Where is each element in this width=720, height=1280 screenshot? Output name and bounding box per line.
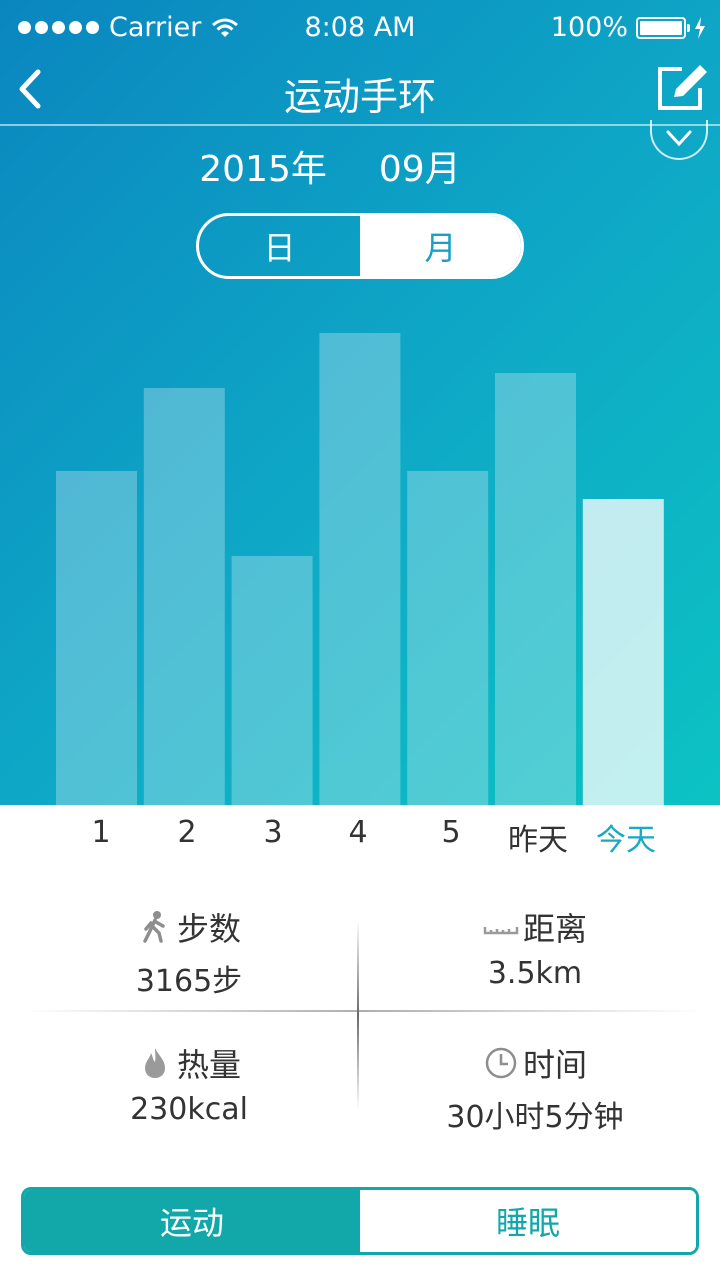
status-bar: Carrier 8:08 AM 100%: [0, 0, 720, 56]
clock-icon: [485, 1047, 517, 1079]
stat-distance: 距离 3.5km: [370, 904, 700, 991]
x-tick-label[interactable]: 3: [263, 815, 283, 850]
chart-bar-4[interactable]: [319, 333, 401, 805]
chart-bar-7[interactable]: [582, 499, 664, 805]
signal-icon: [18, 21, 99, 34]
date-selector[interactable]: 2015年 09月: [0, 140, 720, 192]
tab-sport[interactable]: 运动: [24, 1190, 360, 1252]
nav-divider: [0, 124, 720, 126]
chart-bar-2[interactable]: [143, 388, 225, 805]
flame-icon: [144, 1048, 165, 1078]
edit-button[interactable]: [654, 62, 714, 114]
time-value: 30小时5分钟: [446, 1100, 624, 1135]
chart-bar-3[interactable]: [231, 556, 313, 805]
bottom-tabs: 运动 睡眠: [21, 1187, 699, 1255]
distance-value: 3.5km: [487, 956, 583, 991]
battery-icon: [636, 16, 690, 39]
stat-calories: 热量 230kcal: [24, 1040, 354, 1127]
stats-grid: 步数 3165步 距离 3.5km 热量 230kcal 时间: [24, 890, 700, 1150]
x-tick-label[interactable]: 4: [348, 815, 368, 850]
x-tick-label[interactable]: 1: [91, 815, 111, 850]
steps-value: 3165步: [135, 964, 243, 999]
calories-value: 230kcal: [130, 1092, 248, 1127]
header-area: Carrier 8:08 AM 100% 运动手环: [0, 0, 720, 805]
chevron-down-icon: [666, 130, 692, 147]
battery-percent: 100%: [550, 12, 628, 43]
page-title: 运动手环: [283, 75, 436, 119]
x-tick-label[interactable]: 今天: [596, 823, 656, 858]
year-label[interactable]: 2015年: [199, 149, 327, 190]
time-label: 时间: [522, 1046, 587, 1084]
stat-time: 时间 30小时5分钟: [370, 1040, 700, 1136]
carrier-label: Carrier: [109, 12, 202, 43]
x-tick-label[interactable]: 5: [441, 815, 461, 850]
month-label[interactable]: 09月: [378, 149, 461, 190]
x-tick-label[interactable]: 昨天: [508, 823, 568, 858]
nav-bar: 运动手环: [0, 56, 720, 124]
walking-icon: [143, 911, 165, 943]
chart-bar-5[interactable]: [407, 471, 489, 805]
distance-label: 距离: [522, 910, 587, 948]
period-toggle: 日 月: [196, 213, 524, 279]
steps-label: 步数: [176, 910, 241, 948]
charging-icon: [695, 16, 705, 39]
tab-sleep[interactable]: 睡眠: [360, 1190, 696, 1252]
x-tick-label[interactable]: 2: [177, 815, 197, 850]
toggle-day[interactable]: 日: [263, 229, 296, 267]
stats-horizontal-divider: [24, 1010, 700, 1012]
toggle-month[interactable]: 月: [360, 216, 521, 276]
calories-label: 热量: [176, 1046, 241, 1084]
ruler-icon: [483, 927, 519, 935]
wifi-icon: [212, 18, 239, 37]
steps-bar-chart: [56, 333, 664, 805]
clock: 8:08 AM: [304, 12, 416, 43]
chart-bar-6[interactable]: [495, 373, 576, 805]
stat-steps: 步数 3165步: [24, 904, 354, 1000]
stats-vertical-divider: [357, 920, 359, 1110]
chart-bar-1[interactable]: [56, 471, 137, 805]
chart-x-axis: 1 2 3 4 5 昨天 今天: [0, 805, 720, 865]
back-button[interactable]: [10, 64, 50, 114]
